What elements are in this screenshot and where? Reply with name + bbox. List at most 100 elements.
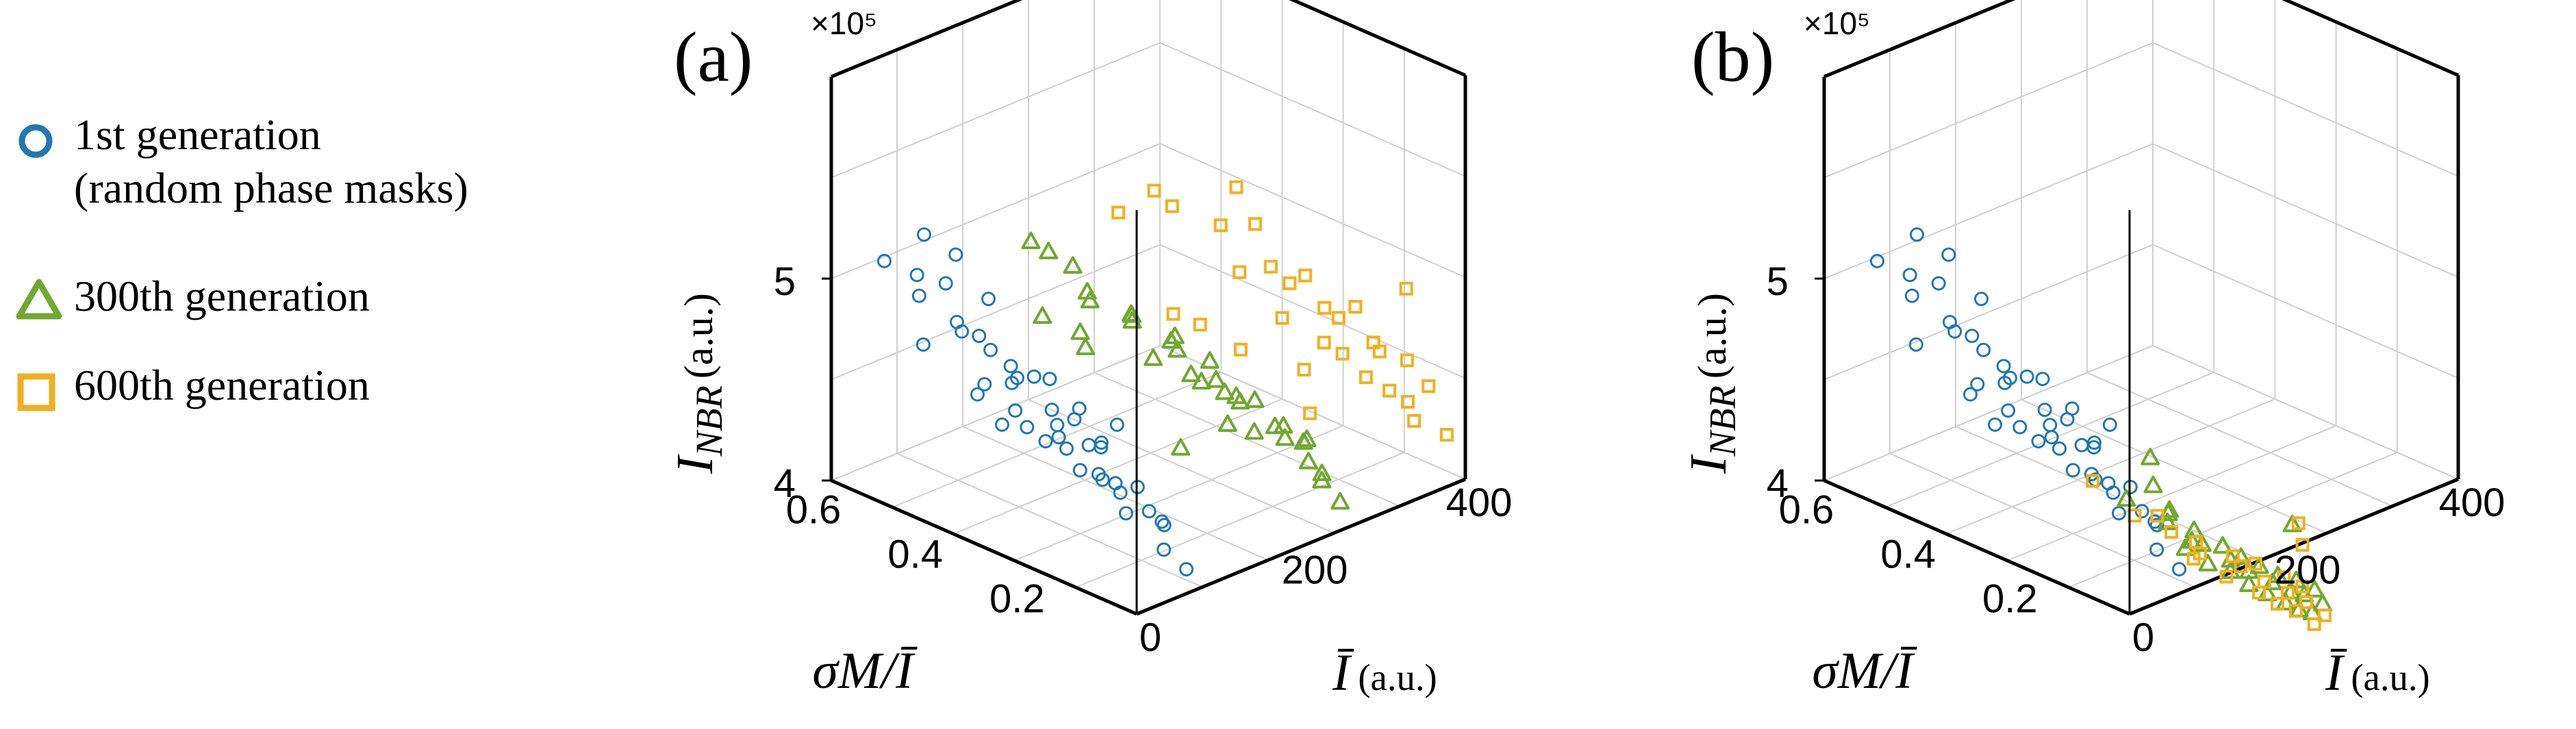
data-point-gen300 bbox=[2313, 593, 2332, 612]
data-point-gen1 bbox=[1038, 434, 1053, 449]
z-label-symbol: I bbox=[1680, 454, 1737, 474]
data-point-gen1 bbox=[1094, 435, 1109, 450]
scatter3d-chart-a: 4 5 ×10⁵ 0.2 0.4 0.6 0 200 400 (a) INBR (a.u.) σM/Ī Ī… bbox=[666, 0, 1513, 702]
z-tick-label: 5 bbox=[774, 259, 796, 304]
data-point-gen1 bbox=[1119, 506, 1133, 521]
legend-label-gen1-sub: (random phase masks) bbox=[74, 164, 468, 212]
data-point-gen600 bbox=[1233, 265, 1247, 279]
data-point-gen300 bbox=[2143, 475, 2163, 494]
data-point-gen300 bbox=[1275, 428, 1295, 446]
data-point-gen600 bbox=[1359, 370, 1373, 385]
axis-line bbox=[1823, 0, 2016, 79]
x-label-symbol: Ī bbox=[1332, 644, 1354, 702]
data-point-gen1 bbox=[1141, 504, 1157, 519]
data-point-gen1 bbox=[2149, 542, 2164, 557]
data-point-gen1 bbox=[1072, 463, 1087, 478]
grid-line bbox=[1823, 244, 2154, 381]
z-axis-label: INBR (a.u.) bbox=[1680, 293, 1743, 474]
grid-line bbox=[2152, 244, 2459, 379]
data-point-gen1 bbox=[1044, 402, 1059, 418]
data-point-gen300 bbox=[1033, 306, 1052, 324]
data-point-gen1 bbox=[948, 247, 963, 262]
data-point-gen600 bbox=[2150, 509, 2164, 523]
z-tick-label: 4 bbox=[1767, 461, 1789, 506]
data-point-gen1 bbox=[1109, 418, 1124, 432]
z-label-subscript: NBR bbox=[1702, 385, 1743, 457]
data-point-gen300 bbox=[1080, 290, 1100, 309]
data-point-gen1 bbox=[1008, 403, 1023, 418]
data-point-gen1 bbox=[1179, 562, 1194, 577]
grid-line bbox=[1291, 0, 1466, 76]
data-point-gen300 bbox=[1077, 282, 1097, 300]
z-label-unit: (a.u.) bbox=[1689, 293, 1734, 379]
grid-line bbox=[1159, 143, 1466, 278]
data-point-gen600 bbox=[2164, 525, 2179, 539]
data-point-gen1 bbox=[2087, 435, 2101, 450]
scatter3d-chart-b: 4 5 ×10⁵ 0.2 0.4 0.6 0 200 400 (b) INBR (a.u.) σM/Ī Ī… bbox=[1680, 0, 2505, 702]
data-point-gen1 bbox=[1943, 314, 1957, 329]
x-tick-label: 0 bbox=[2132, 615, 2154, 660]
data-point-gen1 bbox=[1020, 420, 1035, 435]
data-point-gen1 bbox=[1157, 517, 1172, 533]
data-point-gen600 bbox=[2234, 559, 2248, 574]
data-point-gen300 bbox=[1191, 372, 1211, 389]
data-point-gen600 bbox=[1335, 346, 1350, 361]
data-point-gen600 bbox=[1111, 205, 1126, 220]
data-point-gen300 bbox=[1206, 370, 1226, 388]
legend-label-gen300: 300th generation bbox=[74, 272, 370, 320]
data-point-gen1 bbox=[1869, 253, 1884, 268]
data-point-gen1 bbox=[1050, 418, 1065, 433]
x-axis-label: Ī (a.u.) bbox=[2325, 644, 2430, 702]
data-point-gen300 bbox=[1121, 304, 1141, 322]
x-tick-label: 400 bbox=[1446, 481, 1513, 525]
y-axis-label: σM/Ī bbox=[1812, 642, 1917, 700]
data-point-gen1 bbox=[983, 342, 998, 357]
grid-line bbox=[831, 244, 1161, 381]
data-point-gen1 bbox=[1108, 476, 1123, 491]
grid-line bbox=[1823, 143, 2154, 279]
chart-panel-a: 4 5 ×10⁵ 0.2 0.4 0.6 0 200 400 (a) INBR (a.u.) σM/Ī Ī… bbox=[616, 0, 1575, 729]
data-point-gen600 bbox=[2288, 604, 2303, 618]
data-point-gen600 bbox=[2295, 538, 2310, 552]
z-label-subscript: NBR bbox=[688, 385, 730, 457]
data-point-gen600 bbox=[1400, 353, 1414, 368]
data-point-gen1 bbox=[2003, 370, 2018, 385]
data-point-gen600 bbox=[1331, 311, 1346, 325]
data-point-gen600 bbox=[2307, 617, 2321, 631]
data-point-gen1 bbox=[1904, 288, 1919, 303]
grid-line bbox=[1823, 345, 2154, 481]
x-axis-line bbox=[1136, 477, 1466, 616]
triangle-marker-icon bbox=[16, 279, 62, 320]
data-point-gen1 bbox=[1902, 268, 1917, 283]
z-label-unit: (a.u.) bbox=[676, 293, 721, 379]
data-point-gen600 bbox=[1439, 428, 1454, 442]
data-point-gen600 bbox=[2317, 608, 2332, 622]
data-point-gen1 bbox=[1941, 247, 1956, 262]
data-point-gen300 bbox=[1167, 340, 1187, 358]
grid-line bbox=[1014, 425, 1343, 561]
data-point-gen600 bbox=[1233, 342, 1248, 357]
data-point-gen300 bbox=[2249, 556, 2269, 574]
data-point-gen600 bbox=[2281, 586, 2295, 600]
grid-line bbox=[2068, 452, 2398, 588]
data-point-gen1 bbox=[2064, 401, 2080, 416]
data-point-gen300 bbox=[2212, 536, 2232, 554]
square-marker-icon bbox=[17, 373, 55, 411]
chart-panel-b: 4 5 ×10⁵ 0.2 0.4 0.6 0 200 400 (b) INBR (a.u.) σM/Ī Ī… bbox=[1637, 0, 2575, 729]
z-multiplier: ×10⁵ bbox=[811, 5, 877, 41]
data-point-gen600 bbox=[1263, 259, 1278, 274]
data-point-gen600 bbox=[1165, 199, 1179, 214]
data-point-gen1 bbox=[2102, 418, 2117, 432]
data-point-gen600 bbox=[1147, 183, 1161, 198]
grid-line bbox=[1823, 0, 2013, 77]
grid-line bbox=[1075, 452, 1405, 588]
data-point-gen300 bbox=[2258, 583, 2277, 602]
data-point-gen1 bbox=[911, 288, 926, 303]
data-point-gen600 bbox=[2257, 574, 2271, 589]
grid-line bbox=[2152, 345, 2459, 480]
axis-line bbox=[831, 0, 1023, 79]
z-axis-label-text: INBR (a.u.) bbox=[666, 293, 730, 474]
data-point-gen600 bbox=[2291, 516, 2306, 530]
grid-line bbox=[1955, 426, 2262, 561]
data-point-gen1 bbox=[1042, 372, 1057, 387]
